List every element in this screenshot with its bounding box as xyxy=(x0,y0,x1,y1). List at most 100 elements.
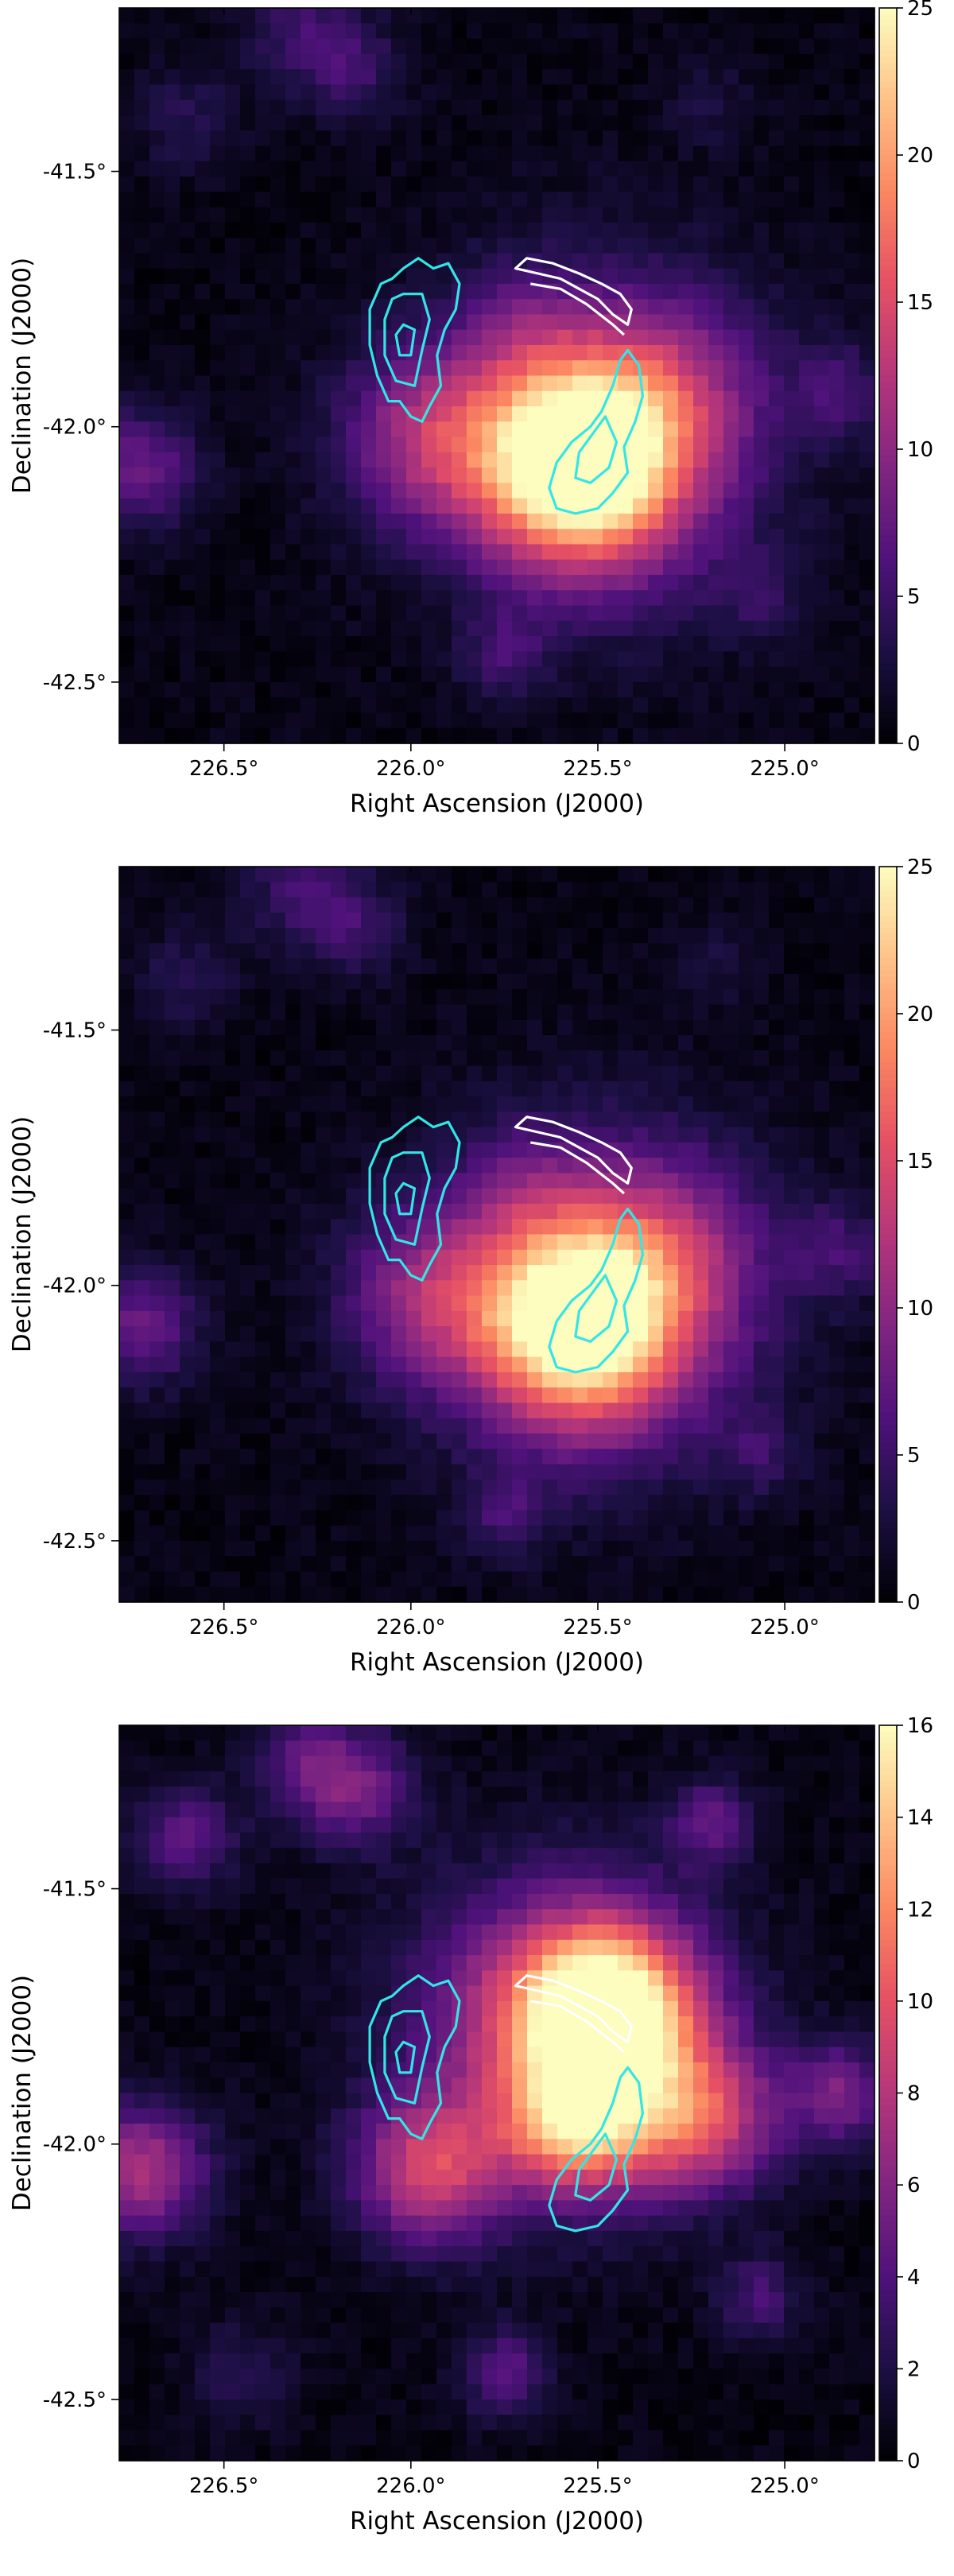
heatmap-cell xyxy=(406,1341,422,1358)
heatmap-cell xyxy=(799,897,815,914)
heatmap-cell xyxy=(195,299,211,316)
heatmap-cell xyxy=(316,1265,332,1281)
heatmap-cell xyxy=(285,1158,301,1174)
heatmap-cell xyxy=(618,53,634,70)
heatmap-cell xyxy=(149,1004,165,1021)
heatmap-cell xyxy=(799,882,815,898)
heatmap-cell xyxy=(165,1540,180,1557)
heatmap-cell xyxy=(663,1127,679,1143)
heatmap-cell xyxy=(542,1004,558,1021)
heatmap-cell xyxy=(225,636,241,652)
heatmap-cell xyxy=(588,1464,603,1480)
heatmap-cell xyxy=(769,1586,785,1603)
heatmap-cell xyxy=(452,268,467,285)
heatmap-cell xyxy=(119,681,135,698)
heatmap-cell xyxy=(678,1571,694,1588)
heatmap-cell xyxy=(784,1096,800,1112)
heatmap-cell xyxy=(195,529,211,545)
heatmap-cell xyxy=(285,38,301,55)
heatmap-cell xyxy=(633,1371,649,1388)
heatmap-cell xyxy=(149,882,165,898)
heatmap-cell xyxy=(180,483,196,499)
heatmap-cell xyxy=(195,1280,211,1297)
heatmap-cell xyxy=(361,498,377,514)
heatmap-cell xyxy=(648,1341,664,1358)
heatmap-cell xyxy=(301,53,316,70)
heatmap-cell xyxy=(467,421,483,438)
heatmap-cell xyxy=(119,238,135,254)
heatmap-cell xyxy=(376,575,392,591)
heatmap-cell xyxy=(588,1065,603,1082)
heatmap-cell xyxy=(240,1265,256,1281)
heatmap-cell xyxy=(134,406,150,422)
heatmap-cell xyxy=(406,192,422,208)
heatmap-cell xyxy=(633,1019,649,1036)
heatmap-cell xyxy=(165,192,180,208)
heatmap-cell xyxy=(527,958,543,975)
heatmap-cell xyxy=(149,1310,165,1327)
heatmap-cell xyxy=(285,697,301,714)
heatmap-cell xyxy=(225,145,241,162)
heatmap-cell xyxy=(452,207,467,223)
heatmap-cell xyxy=(739,1295,754,1312)
colorbar-step xyxy=(879,45,897,52)
heatmap-cell xyxy=(557,192,573,208)
heatmap-cell xyxy=(678,1234,694,1251)
heatmap-cell xyxy=(119,483,135,499)
heatmap-cell xyxy=(467,513,483,530)
heatmap-cell xyxy=(255,1479,271,1496)
heatmap-cell xyxy=(301,375,316,392)
colorbar-step xyxy=(879,246,897,254)
heatmap-cell xyxy=(467,1449,483,1465)
heatmap-cell xyxy=(240,1387,256,1404)
heatmap-cell xyxy=(119,958,135,975)
heatmap-cell xyxy=(844,375,860,392)
heatmap-cell xyxy=(270,989,286,1006)
heatmap-cell xyxy=(316,1234,332,1251)
heatmap-cell xyxy=(557,1080,573,1097)
heatmap-cell xyxy=(195,897,211,914)
heatmap-cell xyxy=(603,360,619,377)
heatmap-cell xyxy=(346,222,362,239)
heatmap-cell xyxy=(784,253,800,270)
heatmap-cell xyxy=(588,681,603,698)
heatmap-cell xyxy=(542,1019,558,1036)
heatmap-cell xyxy=(119,1142,135,1158)
heatmap-cell xyxy=(678,1586,694,1603)
heatmap-cell xyxy=(421,559,437,576)
heatmap-cell xyxy=(859,897,875,914)
heatmap-cell xyxy=(285,1556,301,1573)
heatmap-cell xyxy=(165,681,180,698)
heatmap-cell xyxy=(436,897,452,914)
heatmap-cell xyxy=(648,38,664,55)
heatmap-cell xyxy=(814,973,830,990)
heatmap-cell xyxy=(678,130,694,147)
heatmap-cell xyxy=(784,989,800,1006)
heatmap-cell xyxy=(512,329,528,346)
heatmap-cell xyxy=(361,84,377,101)
heatmap-cell xyxy=(572,238,588,254)
heatmap-cell xyxy=(784,38,800,55)
heatmap-cell xyxy=(436,1571,452,1588)
heatmap-cell xyxy=(693,1586,709,1603)
heatmap-cell xyxy=(346,559,362,576)
heatmap-cell xyxy=(784,53,800,70)
heatmap-cell xyxy=(829,1402,845,1419)
colorbar-step xyxy=(879,688,897,695)
heatmap-cell xyxy=(165,1173,180,1189)
heatmap-cell xyxy=(316,1356,332,1373)
heatmap-cell xyxy=(859,697,875,714)
heatmap-cell xyxy=(240,636,256,652)
heatmap-cell xyxy=(361,483,377,499)
heatmap-cell xyxy=(391,1418,407,1434)
heatmap-cell xyxy=(663,161,679,177)
heatmap-cell xyxy=(240,1158,256,1174)
heatmap-cell xyxy=(149,1265,165,1281)
heatmap-cell xyxy=(482,130,498,147)
heatmap-cell xyxy=(512,1034,528,1051)
heatmap-cell xyxy=(180,529,196,545)
colorbar-step xyxy=(879,553,897,561)
heatmap-cell xyxy=(285,145,301,162)
heatmap-cell xyxy=(195,130,211,147)
heatmap-cell xyxy=(421,1371,437,1388)
